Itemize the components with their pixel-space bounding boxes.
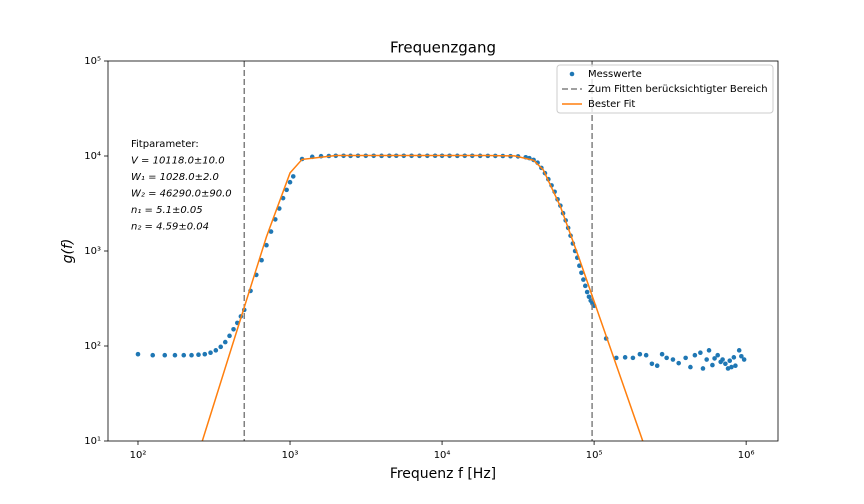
- data-point: [731, 355, 737, 360]
- data-point: [630, 355, 636, 361]
- data-point: [736, 348, 742, 353]
- data-point: [181, 352, 187, 358]
- data-point: [284, 187, 289, 193]
- data-point: [586, 294, 592, 300]
- data-point: [676, 360, 681, 366]
- data-point: [290, 174, 296, 179]
- y-tick-label: 10¹: [84, 436, 101, 447]
- data-point: [213, 348, 219, 353]
- data-point: [706, 348, 712, 353]
- data-point: [698, 350, 703, 356]
- data-point: [739, 353, 744, 359]
- data-point: [272, 217, 278, 222]
- data-point: [287, 179, 293, 185]
- data-point: [268, 229, 274, 234]
- fit-parameter: Fitparameter:: [131, 139, 199, 150]
- legend-label: Zum Fitten berücksichtigter Bereich: [588, 84, 768, 95]
- data-point: [700, 366, 706, 371]
- fit-parameter: W₁ = 1028.0±2.0: [131, 172, 219, 183]
- data-point: [218, 344, 224, 350]
- legend-label: Bester Fit: [588, 99, 635, 110]
- data-point: [264, 242, 269, 248]
- plot-area: [135, 61, 747, 441]
- y-tick-label: 10³: [84, 246, 101, 257]
- fit-parameter: W₂ = 46290.0±90.0: [131, 189, 232, 200]
- y-tick-label: 10²: [84, 341, 101, 352]
- y-tick-label: 10⁴: [84, 151, 101, 162]
- data-point: [622, 355, 628, 360]
- data-point: [227, 333, 232, 339]
- chart-title: Frequenzgang: [390, 39, 496, 57]
- fit-line: [201, 154, 644, 441]
- x-tick-label: 10²: [130, 450, 147, 461]
- data-point: [715, 352, 721, 358]
- data-point: [579, 270, 584, 276]
- data-point: [637, 351, 643, 357]
- fit-parameter: V = 10118.0±10.0: [131, 156, 225, 167]
- x-axis-label: Frequenz f [Hz]: [390, 466, 496, 482]
- data-point: [664, 355, 669, 361]
- data-point: [162, 352, 168, 358]
- data-point: [692, 352, 698, 358]
- data-point: [688, 364, 693, 370]
- data-point: [723, 361, 728, 367]
- data-point: [741, 357, 747, 362]
- x-tick-label: 10⁵: [586, 450, 603, 461]
- data-point: [582, 283, 588, 289]
- x-tick-label: 10⁶: [738, 450, 755, 461]
- data-point: [614, 355, 619, 361]
- data-point: [654, 363, 660, 369]
- legend-label: Messwerte: [588, 69, 642, 80]
- y-tick-label: 10⁵: [84, 56, 101, 67]
- data-point: [720, 357, 725, 362]
- data-point: [733, 363, 738, 369]
- data-point: [150, 352, 156, 358]
- data-point: [208, 350, 213, 356]
- data-point: [683, 355, 688, 361]
- data-point: [202, 351, 208, 357]
- data-point: [135, 351, 141, 357]
- data-point: [649, 361, 655, 367]
- data-point: [712, 356, 717, 361]
- data-point: [710, 362, 715, 368]
- data-point: [727, 358, 733, 364]
- data-point: [704, 357, 709, 362]
- data-point: [231, 326, 236, 332]
- data-point: [222, 339, 228, 345]
- data-point: [581, 277, 586, 282]
- data-point: [584, 289, 590, 295]
- fit-parameter: n₂ = 4.59±0.04: [131, 222, 209, 233]
- data-point: [196, 352, 201, 357]
- data-point: [670, 357, 676, 362]
- data-point: [259, 257, 264, 263]
- data-point: [659, 351, 665, 357]
- data-point: [172, 352, 178, 358]
- legend-marker: [569, 71, 575, 77]
- data-point: [189, 352, 194, 358]
- fit-parameter: n₁ = 5.1±0.05: [131, 205, 203, 216]
- x-tick-label: 10⁴: [434, 450, 451, 461]
- overlay: 10² 10³ 10⁴ 10⁵ 10⁶ 10¹ 10² 10³ 10⁴ 10⁵ Fitparamet…: [84, 56, 774, 461]
- legend-box: [556, 64, 774, 114]
- x-tick-label: 10³: [282, 450, 299, 461]
- data-point: [729, 364, 734, 370]
- data-point: [643, 352, 649, 358]
- data-point: [276, 206, 282, 211]
- y-axis-label: g(f): [60, 239, 76, 264]
